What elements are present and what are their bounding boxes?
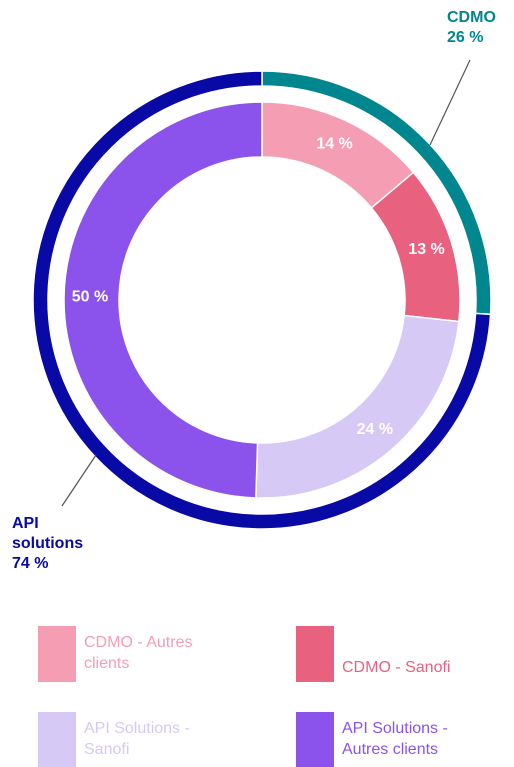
donut-slice (32, 70, 492, 530)
legend-swatch (296, 712, 334, 767)
legend-label: API Solutions - Sanofi (84, 720, 190, 758)
outer-label-value: 74 % (12, 555, 49, 572)
outer-label-name: CDMO (447, 9, 496, 26)
slice-label: 50 % (72, 289, 108, 306)
legend-swatch (296, 626, 334, 682)
leader-line (61, 454, 97, 507)
slice-label: 13 % (408, 241, 444, 258)
legend-label: API Solutions - Autres clients (342, 720, 448, 758)
slice-label: 24 % (357, 421, 393, 438)
outer-label: CDMO 26 % (447, 8, 514, 48)
legend-swatch (38, 712, 76, 767)
outer-label: API solutions 74 % (12, 514, 112, 574)
donut-slice (255, 314, 460, 499)
leader-line (429, 59, 471, 146)
donut-slice (63, 101, 263, 499)
slice-label: 14 % (316, 135, 352, 152)
legend-swatch (38, 626, 76, 682)
legend-label: CDMO - Autres clients (84, 634, 193, 672)
outer-label-name: API solutions (12, 515, 84, 552)
legend-label: CDMO - Sanofi (342, 659, 451, 676)
outer-label-value: 26 % (447, 29, 484, 46)
